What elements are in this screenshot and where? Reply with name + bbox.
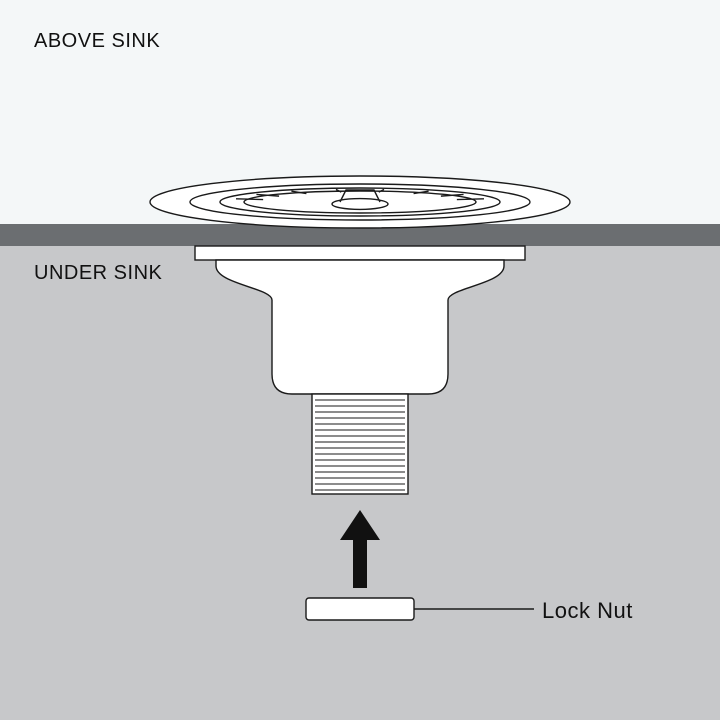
lock-nut <box>306 598 414 620</box>
label-lock-nut: Lock Nut <box>542 598 633 624</box>
threaded-tailpipe <box>312 394 408 494</box>
arrow-up-icon <box>340 510 380 588</box>
sink-drain-diagram: ABOVE SINKUNDER SINKLock Nut <box>0 0 720 720</box>
washer-plate <box>195 246 525 260</box>
strainer-cup <box>216 260 504 394</box>
